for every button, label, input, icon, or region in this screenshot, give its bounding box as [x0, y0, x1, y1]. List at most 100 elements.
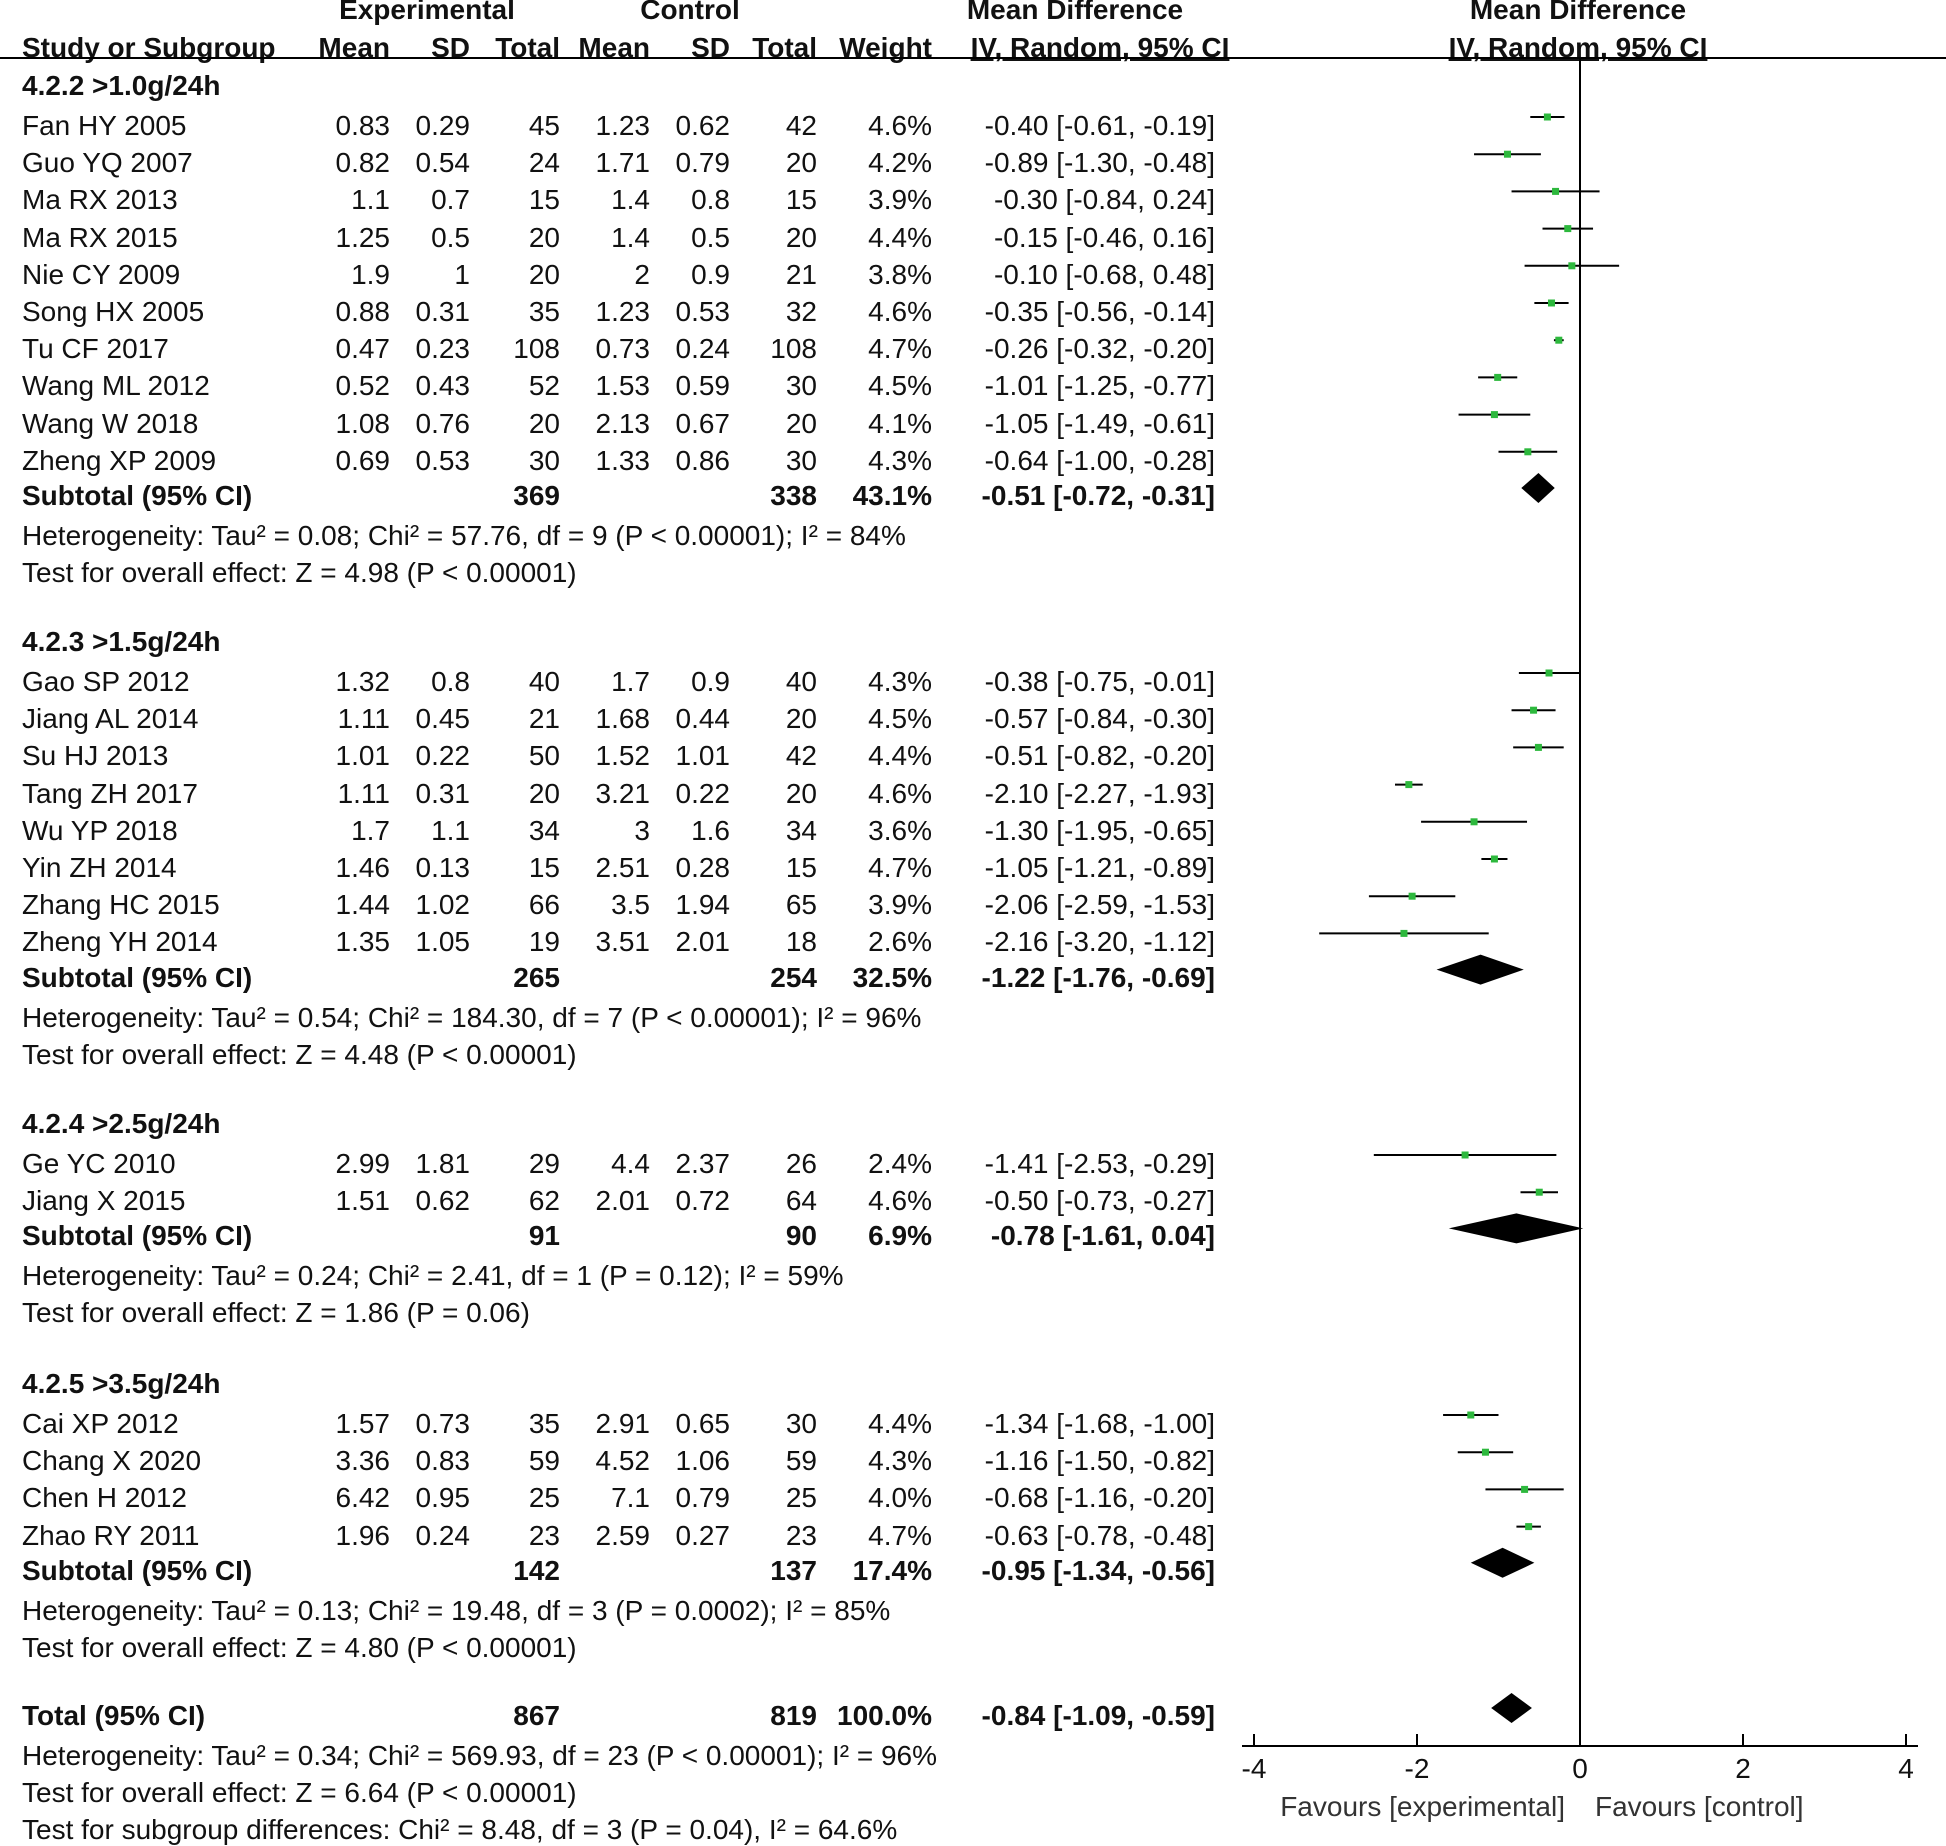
study-sd-c: 2.01 — [675, 926, 731, 958]
study-weight: 4.7% — [868, 1519, 932, 1551]
study-sd-c: 0.5 — [691, 221, 730, 253]
study-total-e: 21 — [528, 703, 560, 735]
study-point — [1547, 299, 1555, 307]
study-total-c: 64 — [785, 1185, 817, 1217]
study-sd-e: 1.81 — [415, 1148, 471, 1179]
study-total-e: 20 — [528, 221, 560, 253]
subtotal-label: Subtotal (95% CI) — [22, 480, 253, 511]
study-point — [1503, 150, 1511, 158]
study-total-c: 42 — [785, 110, 817, 141]
study-name: Ma RX 2015 — [22, 221, 178, 253]
study-total-c: 32 — [785, 296, 817, 327]
subgroup-title: 4.2.5 >3.5g/24h — [22, 1368, 221, 1399]
study-mean-c: 1.23 — [595, 296, 651, 327]
study-mean-e: 1.44 — [335, 889, 391, 921]
study-sd-e: 0.76 — [415, 407, 471, 439]
study-mean-e: 3.36 — [335, 1445, 391, 1477]
study-ci: -0.51 [-0.82, -0.20] — [984, 740, 1215, 772]
overall-effect-text: Test for overall effect: Z = 4.48 (P < 0… — [22, 1038, 577, 1070]
study-mean-e: 1.9 — [351, 258, 390, 290]
subgroup-title: 4.2.2 >1.0g/24h — [22, 70, 221, 101]
study-point — [1490, 855, 1498, 863]
subtotal-ci: -0.95 [-1.34, -0.56] — [981, 1554, 1215, 1586]
pooled-diamond — [1470, 1547, 1535, 1578]
study-mean-c: 0.73 — [595, 333, 651, 365]
study-weight: 3.8% — [868, 258, 932, 290]
study-ci: -2.16 [-3.20, -1.12] — [984, 926, 1215, 958]
study-mean-c: 3 — [634, 814, 650, 846]
study-name: Ge YC 2010 — [22, 1148, 176, 1179]
study-sd-e: 0.13 — [415, 852, 471, 883]
subtotal-ci: -0.51 [-0.72, -0.31] — [981, 480, 1215, 511]
study-mean-c: 4.52 — [595, 1445, 651, 1477]
study-total-e: 62 — [528, 1185, 560, 1217]
study-weight: 4.5% — [868, 370, 932, 402]
study-sd-c: 0.9 — [691, 666, 730, 697]
study-weight: 3.9% — [868, 889, 932, 921]
study-point — [1535, 1188, 1543, 1196]
study-mean-c: 1.53 — [595, 370, 651, 402]
study-total-c: 42 — [785, 740, 817, 772]
study-total-e: 20 — [528, 258, 560, 290]
study-ci: -0.57 [-0.84, -0.30] — [984, 703, 1215, 735]
study-mean-c: 1.52 — [595, 740, 651, 772]
heterogeneity-text: Heterogeneity: Tau² = 0.08; Chi² = 57.76… — [22, 520, 906, 551]
study-point — [1564, 225, 1572, 233]
total-overall-effect-text: Test for overall effect: Z = 6.64 (P < 0… — [22, 1777, 577, 1808]
pooled-diamond — [1436, 954, 1524, 985]
x-tick-label: 0 — [1572, 1753, 1588, 1784]
study-weight: 4.0% — [868, 1482, 932, 1514]
study-point — [1530, 706, 1538, 714]
study-ci: -0.50 [-0.73, -0.27] — [984, 1185, 1215, 1217]
study-sd-c: 1.06 — [675, 1445, 731, 1477]
study-total-e: 24 — [528, 147, 560, 179]
study-mean-c: 2.51 — [595, 852, 651, 883]
study-total-e: 34 — [528, 814, 560, 846]
subtotal-total-e: 142 — [513, 1554, 560, 1586]
study-ci: -0.38 [-0.75, -0.01] — [984, 666, 1215, 697]
study-weight: 4.3% — [868, 666, 932, 697]
study-mean-e: 0.47 — [335, 333, 391, 365]
study-ci: -0.68 [-1.16, -0.20] — [984, 1482, 1215, 1514]
study-total-e: 35 — [528, 296, 560, 327]
study-weight: 4.4% — [868, 221, 932, 253]
pooled-diamond — [1491, 1693, 1532, 1723]
study-mean-c: 1.71 — [595, 147, 651, 179]
total-total-c: 819 — [770, 1700, 817, 1731]
study-total-c: 20 — [785, 221, 817, 253]
study-total-c: 21 — [785, 258, 817, 290]
study-sd-e: 0.7 — [431, 184, 470, 216]
subgroup-differences-text: Test for subgroup differences: Chi² = 8.… — [22, 1814, 898, 1845]
subgroup-title: 4.2.4 >2.5g/24h — [22, 1108, 221, 1139]
study-point — [1568, 262, 1576, 270]
study-name: Cai XP 2012 — [22, 1408, 179, 1439]
study-sd-c: 0.28 — [675, 852, 731, 883]
study-mean-c: 1.4 — [611, 184, 650, 216]
study-total-e: 35 — [528, 1408, 560, 1439]
study-total-c: 26 — [785, 1148, 817, 1179]
study-sd-c: 0.53 — [675, 296, 731, 327]
study-mean-c: 2.59 — [595, 1519, 651, 1551]
study-total-c: 15 — [785, 852, 817, 883]
x-tick-label: 2 — [1735, 1753, 1751, 1784]
subtotal-total-e: 265 — [513, 961, 560, 993]
study-name: Jiang AL 2014 — [22, 703, 199, 735]
study-sd-e: 0.22 — [415, 740, 471, 772]
study-mean-c: 4.4 — [611, 1148, 650, 1179]
study-sd-e: 0.45 — [415, 703, 471, 735]
study-ci: -1.05 [-1.49, -0.61] — [984, 407, 1215, 439]
overall-effect-text: Test for overall effect: Z = 4.98 (P < 0… — [22, 557, 577, 588]
study-point — [1543, 113, 1551, 121]
study-sd-e: 0.24 — [415, 1519, 471, 1551]
study-point — [1467, 1411, 1475, 1419]
study-mean-c: 1.68 — [595, 703, 651, 735]
study-sd-e: 0.83 — [415, 1445, 471, 1477]
study-total-c: 20 — [785, 703, 817, 735]
subtotal-label: Subtotal (95% CI) — [22, 961, 253, 993]
study-total-e: 30 — [528, 444, 560, 476]
study-name: Tu CF 2017 — [22, 333, 169, 365]
study-sd-e: 0.43 — [415, 370, 471, 402]
x-tick-label: -2 — [1405, 1753, 1430, 1784]
study-ci: -1.34 [-1.68, -1.00] — [984, 1408, 1215, 1439]
study-name: Guo YQ 2007 — [22, 147, 193, 179]
